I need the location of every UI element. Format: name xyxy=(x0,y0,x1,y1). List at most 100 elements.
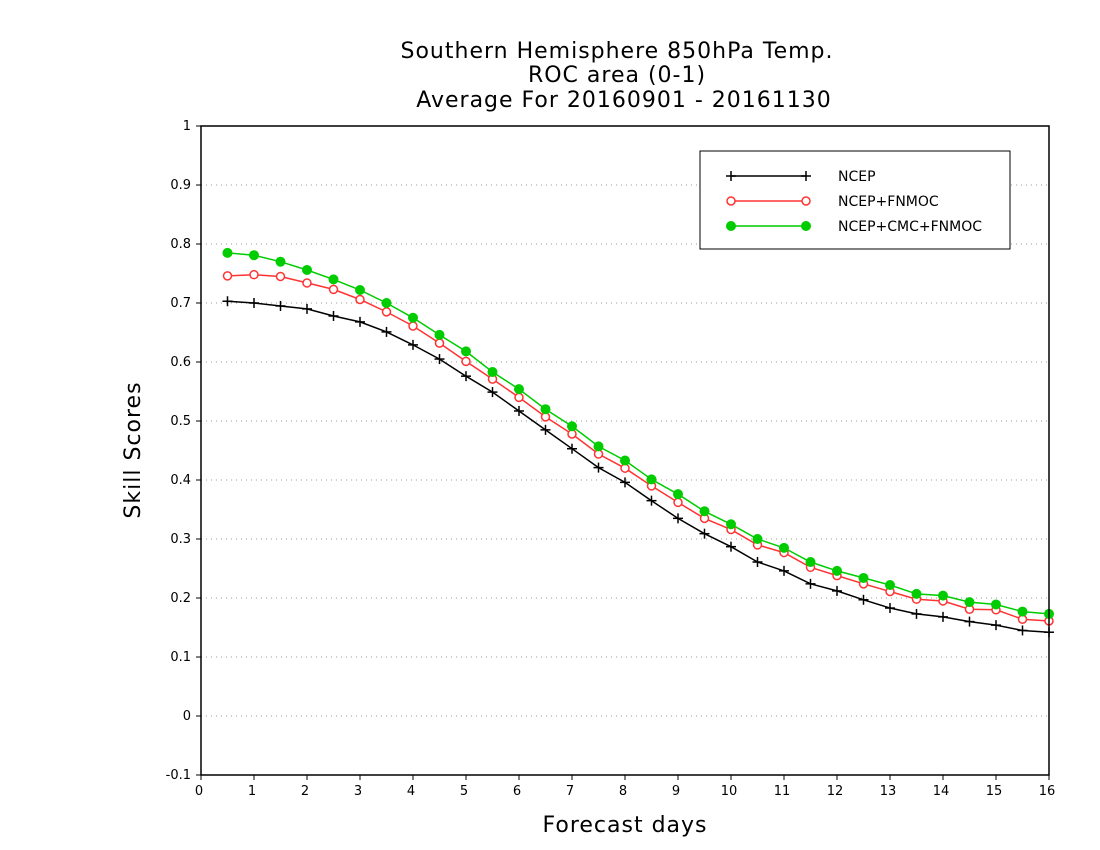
data-point-ncep-cmc-fnmoc xyxy=(461,346,471,357)
chart-title-line-3: Average For 20160901 - 20161130 xyxy=(416,88,832,113)
legend-marker xyxy=(726,196,736,206)
data-point-ncep-fnmoc xyxy=(461,356,471,367)
legend-box xyxy=(699,150,1011,250)
x-tick-label: 1 xyxy=(248,784,256,799)
data-point-ncep xyxy=(302,303,312,314)
data-point-ncep-cmc-fnmoc xyxy=(726,519,736,530)
x-tick-label: 7 xyxy=(566,784,574,799)
y-tick-label: 0.9 xyxy=(170,178,191,193)
data-point-ncep-cmc-fnmoc xyxy=(222,247,233,258)
data-point-ncep xyxy=(1017,625,1028,636)
y-tick-label: 0.5 xyxy=(170,414,191,429)
gridlines xyxy=(201,184,1049,717)
x-axis-label: Forecast days xyxy=(542,813,707,838)
data-point-ncep-fnmoc xyxy=(328,284,339,295)
x-tick-label: 8 xyxy=(619,784,627,799)
y-axis-ticks: -0.1 0 0.1 0.2 0.3 0.4 0.5 0.6 0.7 0.8 0.9 1 xyxy=(166,119,201,783)
data-point-ncep-cmc-fnmoc xyxy=(355,285,365,296)
legend: NCEP NCEP+FNMOC NCEP+CMC+FNMOC xyxy=(699,150,1011,250)
series-lines xyxy=(227,252,1050,633)
data-point-ncep xyxy=(249,298,259,308)
data-point-ncep xyxy=(487,387,498,398)
data-point-ncep-fnmoc xyxy=(222,271,233,281)
data-point-ncep xyxy=(275,300,286,311)
data-point-ncep-cmc-fnmoc xyxy=(699,506,710,517)
data-point-ncep xyxy=(911,608,922,619)
x-tick-label: 12 xyxy=(827,784,844,799)
data-point-ncep xyxy=(461,371,471,382)
data-point-ncep-cmc-fnmoc xyxy=(567,421,577,432)
series-markers xyxy=(222,247,1054,638)
y-tick-label: 0 xyxy=(183,709,191,724)
x-tick-label: 9 xyxy=(672,784,680,799)
series-line-ncep-fnmoc xyxy=(227,273,1050,622)
y-tick-label: 0.3 xyxy=(170,532,191,547)
data-point-ncep xyxy=(328,310,339,321)
x-tick-label: 5 xyxy=(460,784,468,799)
y-tick-label: 0.7 xyxy=(170,296,191,311)
data-point-ncep-cmc-fnmoc xyxy=(540,404,551,415)
data-point-ncep-cmc-fnmoc xyxy=(1017,606,1028,617)
data-point-ncep xyxy=(222,296,233,307)
plot-frame xyxy=(200,125,1050,776)
x-tick-label: 13 xyxy=(880,784,897,799)
data-point-ncep xyxy=(646,495,657,506)
data-point-ncep-fnmoc xyxy=(355,294,365,305)
y-tick-label: 0.8 xyxy=(170,237,191,252)
data-point-ncep xyxy=(620,477,630,488)
data-point-ncep-cmc-fnmoc xyxy=(805,557,816,568)
data-point-ncep-fnmoc xyxy=(275,271,286,282)
legend-marker xyxy=(726,221,736,231)
data-point-ncep xyxy=(408,339,418,350)
chart-title: Southern Hemisphere 850hPa Temp. ROC are… xyxy=(401,39,834,113)
x-tick-label: 2 xyxy=(301,784,309,799)
data-point-ncep-cmc-fnmoc xyxy=(673,489,683,500)
data-point-ncep-fnmoc xyxy=(408,321,418,331)
y-tick-label: -0.1 xyxy=(166,768,191,783)
legend-marker xyxy=(726,171,736,181)
legend-marker xyxy=(801,221,811,231)
x-tick-label: 3 xyxy=(354,784,362,799)
data-point-ncep xyxy=(381,326,392,337)
chart-title-line-1: Southern Hemisphere 850hPa Temp. xyxy=(401,39,834,64)
data-point-ncep-cmc-fnmoc xyxy=(328,274,339,285)
data-point-ncep-cmc-fnmoc xyxy=(381,298,392,308)
data-point-ncep xyxy=(355,316,365,327)
data-point-ncep xyxy=(726,541,736,552)
legend-marker xyxy=(801,196,811,206)
data-point-ncep-fnmoc xyxy=(514,392,524,403)
data-point-ncep-fnmoc xyxy=(673,497,683,508)
data-point-ncep-cmc-fnmoc xyxy=(991,599,1001,610)
data-point-ncep xyxy=(991,620,1001,631)
legend-item-ncep-fnmoc: NCEP+FNMOC xyxy=(726,194,939,210)
y-tick-label: 0.2 xyxy=(170,591,191,606)
data-point-ncep-cmc-fnmoc xyxy=(593,441,604,452)
data-point-ncep xyxy=(567,443,577,454)
data-point-ncep xyxy=(805,578,816,589)
data-point-ncep xyxy=(832,585,842,596)
data-point-ncep xyxy=(885,603,895,614)
y-tick-label: 0.4 xyxy=(170,473,191,488)
data-point-ncep xyxy=(964,616,975,627)
legend-marker xyxy=(801,171,811,181)
data-point-ncep xyxy=(593,462,604,473)
data-point-ncep-fnmoc xyxy=(434,338,445,348)
data-point-ncep-fnmoc xyxy=(381,307,392,317)
legend-label: NCEP+FNMOC xyxy=(838,194,939,210)
data-point-ncep-cmc-fnmoc xyxy=(911,588,922,599)
data-point-ncep-cmc-fnmoc xyxy=(275,256,286,267)
data-point-ncep-cmc-fnmoc xyxy=(858,572,869,583)
data-point-ncep-cmc-fnmoc xyxy=(487,367,498,378)
chart-title-line-2: ROC area (0-1) xyxy=(528,63,706,88)
legend-label: NCEP xyxy=(838,169,876,185)
x-tick-label: 10 xyxy=(721,784,738,799)
x-tick-label: 4 xyxy=(407,784,415,799)
y-tick-label: 0.6 xyxy=(170,355,191,370)
data-point-ncep-cmc-fnmoc xyxy=(620,455,630,466)
data-point-ncep-cmc-fnmoc xyxy=(514,384,524,395)
data-point-ncep-fnmoc xyxy=(302,278,312,288)
data-point-ncep-cmc-fnmoc xyxy=(832,565,842,576)
data-point-ncep-cmc-fnmoc xyxy=(434,329,445,340)
data-point-ncep xyxy=(514,405,524,416)
